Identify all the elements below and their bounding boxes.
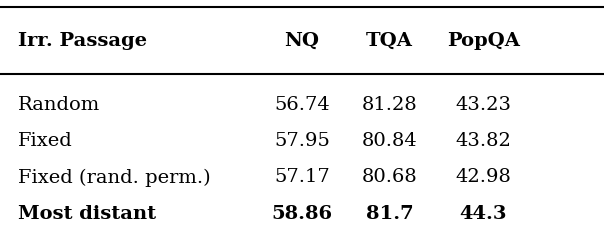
- Text: 80.84: 80.84: [362, 132, 417, 150]
- Text: 44.3: 44.3: [460, 204, 507, 222]
- Text: Irr. Passage: Irr. Passage: [18, 32, 147, 50]
- Text: 42.98: 42.98: [455, 168, 511, 186]
- Text: Most distant: Most distant: [18, 204, 156, 222]
- Text: PopQA: PopQA: [447, 32, 519, 50]
- Text: 80.68: 80.68: [362, 168, 417, 186]
- Text: 57.95: 57.95: [274, 132, 330, 150]
- Text: 57.17: 57.17: [274, 168, 330, 186]
- Text: Fixed: Fixed: [18, 132, 73, 150]
- Text: NQ: NQ: [284, 32, 320, 50]
- Text: 43.82: 43.82: [455, 132, 511, 150]
- Text: TQA: TQA: [366, 32, 413, 50]
- Text: Fixed (rand. perm.): Fixed (rand. perm.): [18, 168, 211, 186]
- Text: 58.86: 58.86: [271, 204, 333, 222]
- Text: Random: Random: [18, 96, 100, 114]
- Text: 56.74: 56.74: [274, 96, 330, 114]
- Text: 81.7: 81.7: [366, 204, 413, 222]
- Text: 81.28: 81.28: [362, 96, 417, 114]
- Text: 43.23: 43.23: [455, 96, 511, 114]
